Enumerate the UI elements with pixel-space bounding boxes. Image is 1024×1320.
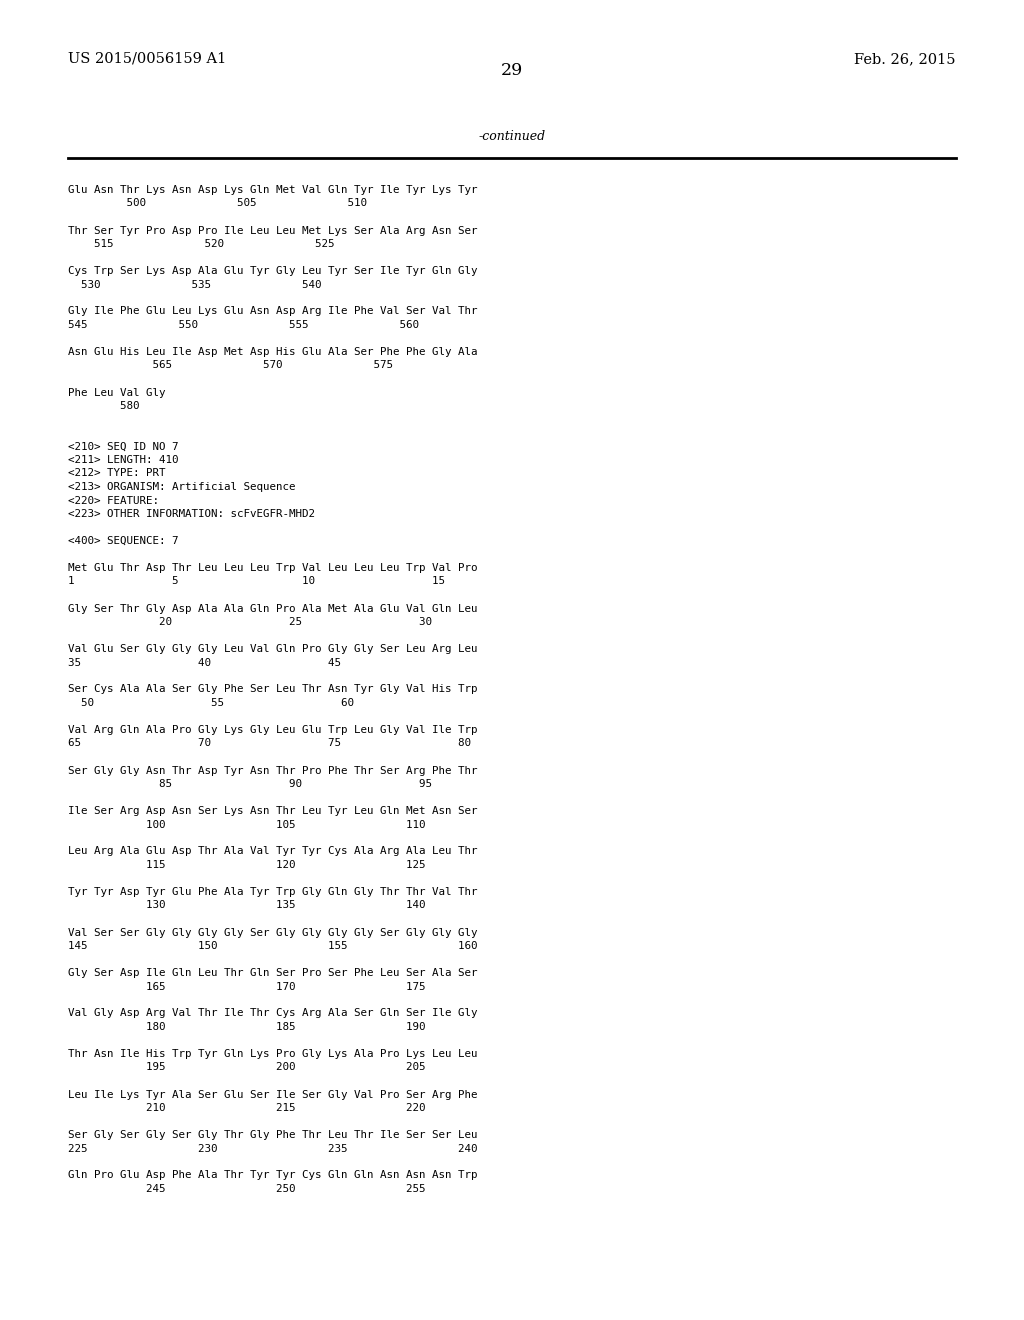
Text: Val Glu Ser Gly Gly Gly Leu Val Gln Pro Gly Gly Ser Leu Arg Leu: Val Glu Ser Gly Gly Gly Leu Val Gln Pro …: [68, 644, 477, 653]
Text: 580: 580: [68, 401, 139, 411]
Text: Ser Cys Ala Ala Ser Gly Phe Ser Leu Thr Asn Tyr Gly Val His Trp: Ser Cys Ala Ala Ser Gly Phe Ser Leu Thr …: [68, 685, 477, 694]
Text: <400> SEQUENCE: 7: <400> SEQUENCE: 7: [68, 536, 178, 546]
Text: 195                 200                 205: 195 200 205: [68, 1063, 426, 1072]
Text: 210                 215                 220: 210 215 220: [68, 1104, 426, 1113]
Text: Val Arg Gln Ala Pro Gly Lys Gly Leu Glu Trp Leu Gly Val Ile Trp: Val Arg Gln Ala Pro Gly Lys Gly Leu Glu …: [68, 725, 477, 735]
Text: Feb. 26, 2015: Feb. 26, 2015: [854, 51, 956, 66]
Text: <210> SEQ ID NO 7: <210> SEQ ID NO 7: [68, 441, 178, 451]
Text: 130                 135                 140: 130 135 140: [68, 900, 426, 911]
Text: <220> FEATURE:: <220> FEATURE:: [68, 495, 159, 506]
Text: Glu Asn Thr Lys Asn Asp Lys Gln Met Val Gln Tyr Ile Tyr Lys Tyr: Glu Asn Thr Lys Asn Asp Lys Gln Met Val …: [68, 185, 477, 195]
Text: Asn Glu His Leu Ile Asp Met Asp His Glu Ala Ser Phe Phe Gly Ala: Asn Glu His Leu Ile Asp Met Asp His Glu …: [68, 347, 477, 356]
Text: 545              550              555              560: 545 550 555 560: [68, 319, 419, 330]
Text: Gly Ile Phe Glu Leu Lys Glu Asn Asp Arg Ile Phe Val Ser Val Thr: Gly Ile Phe Glu Leu Lys Glu Asn Asp Arg …: [68, 306, 477, 317]
Text: 29: 29: [501, 62, 523, 79]
Text: 65                  70                  75                  80: 65 70 75 80: [68, 738, 471, 748]
Text: <211> LENGTH: 410: <211> LENGTH: 410: [68, 455, 178, 465]
Text: 500              505              510: 500 505 510: [68, 198, 367, 209]
Text: 515              520              525: 515 520 525: [68, 239, 335, 249]
Text: Cys Trp Ser Lys Asp Ala Glu Tyr Gly Leu Tyr Ser Ile Tyr Gln Gly: Cys Trp Ser Lys Asp Ala Glu Tyr Gly Leu …: [68, 267, 477, 276]
Text: 165                 170                 175: 165 170 175: [68, 982, 426, 991]
Text: Thr Ser Tyr Pro Asp Pro Ile Leu Leu Met Lys Ser Ala Arg Asn Ser: Thr Ser Tyr Pro Asp Pro Ile Leu Leu Met …: [68, 226, 477, 235]
Text: 180                 185                 190: 180 185 190: [68, 1022, 426, 1032]
Text: Phe Leu Val Gly: Phe Leu Val Gly: [68, 388, 166, 397]
Text: Met Glu Thr Asp Thr Leu Leu Leu Trp Val Leu Leu Leu Trp Val Pro: Met Glu Thr Asp Thr Leu Leu Leu Trp Val …: [68, 564, 477, 573]
Text: Val Ser Ser Gly Gly Gly Gly Ser Gly Gly Gly Gly Ser Gly Gly Gly: Val Ser Ser Gly Gly Gly Gly Ser Gly Gly …: [68, 928, 477, 937]
Text: 145                 150                 155                 160: 145 150 155 160: [68, 941, 477, 950]
Text: Thr Asn Ile His Trp Tyr Gln Lys Pro Gly Lys Ala Pro Lys Leu Leu: Thr Asn Ile His Trp Tyr Gln Lys Pro Gly …: [68, 1049, 477, 1059]
Text: 115                 120                 125: 115 120 125: [68, 861, 426, 870]
Text: Leu Arg Ala Glu Asp Thr Ala Val Tyr Tyr Cys Ala Arg Ala Leu Thr: Leu Arg Ala Glu Asp Thr Ala Val Tyr Tyr …: [68, 846, 477, 857]
Text: Tyr Tyr Asp Tyr Glu Phe Ala Tyr Trp Gly Gln Gly Thr Thr Val Thr: Tyr Tyr Asp Tyr Glu Phe Ala Tyr Trp Gly …: [68, 887, 477, 898]
Text: 35                  40                  45: 35 40 45: [68, 657, 341, 668]
Text: 50                  55                  60: 50 55 60: [68, 698, 354, 708]
Text: -continued: -continued: [478, 129, 546, 143]
Text: 100                 105                 110: 100 105 110: [68, 820, 426, 829]
Text: 225                 230                 235                 240: 225 230 235 240: [68, 1143, 477, 1154]
Text: 530              535              540: 530 535 540: [68, 280, 322, 289]
Text: Val Gly Asp Arg Val Thr Ile Thr Cys Arg Ala Ser Gln Ser Ile Gly: Val Gly Asp Arg Val Thr Ile Thr Cys Arg …: [68, 1008, 477, 1019]
Text: Ile Ser Arg Asp Asn Ser Lys Asn Thr Leu Tyr Leu Gln Met Asn Ser: Ile Ser Arg Asp Asn Ser Lys Asn Thr Leu …: [68, 807, 477, 816]
Text: <223> OTHER INFORMATION: scFvEGFR-MHD2: <223> OTHER INFORMATION: scFvEGFR-MHD2: [68, 510, 315, 519]
Text: <212> TYPE: PRT: <212> TYPE: PRT: [68, 469, 166, 479]
Text: US 2015/0056159 A1: US 2015/0056159 A1: [68, 51, 226, 66]
Text: Gly Ser Thr Gly Asp Ala Ala Gln Pro Ala Met Ala Glu Val Gln Leu: Gly Ser Thr Gly Asp Ala Ala Gln Pro Ala …: [68, 603, 477, 614]
Text: Ser Gly Gly Asn Thr Asp Tyr Asn Thr Pro Phe Thr Ser Arg Phe Thr: Ser Gly Gly Asn Thr Asp Tyr Asn Thr Pro …: [68, 766, 477, 776]
Text: Gln Pro Glu Asp Phe Ala Thr Tyr Tyr Cys Gln Gln Asn Asn Asn Trp: Gln Pro Glu Asp Phe Ala Thr Tyr Tyr Cys …: [68, 1171, 477, 1180]
Text: Gly Ser Asp Ile Gln Leu Thr Gln Ser Pro Ser Phe Leu Ser Ala Ser: Gly Ser Asp Ile Gln Leu Thr Gln Ser Pro …: [68, 968, 477, 978]
Text: 1               5                   10                  15: 1 5 10 15: [68, 577, 445, 586]
Text: Ser Gly Ser Gly Ser Gly Thr Gly Phe Thr Leu Thr Ile Ser Ser Leu: Ser Gly Ser Gly Ser Gly Thr Gly Phe Thr …: [68, 1130, 477, 1140]
Text: 85                  90                  95: 85 90 95: [68, 779, 432, 789]
Text: Leu Ile Lys Tyr Ala Ser Glu Ser Ile Ser Gly Val Pro Ser Arg Phe: Leu Ile Lys Tyr Ala Ser Glu Ser Ile Ser …: [68, 1089, 477, 1100]
Text: 565              570              575: 565 570 575: [68, 360, 393, 371]
Text: <213> ORGANISM: Artificial Sequence: <213> ORGANISM: Artificial Sequence: [68, 482, 296, 492]
Text: 20                  25                  30: 20 25 30: [68, 616, 432, 627]
Text: 245                 250                 255: 245 250 255: [68, 1184, 426, 1195]
